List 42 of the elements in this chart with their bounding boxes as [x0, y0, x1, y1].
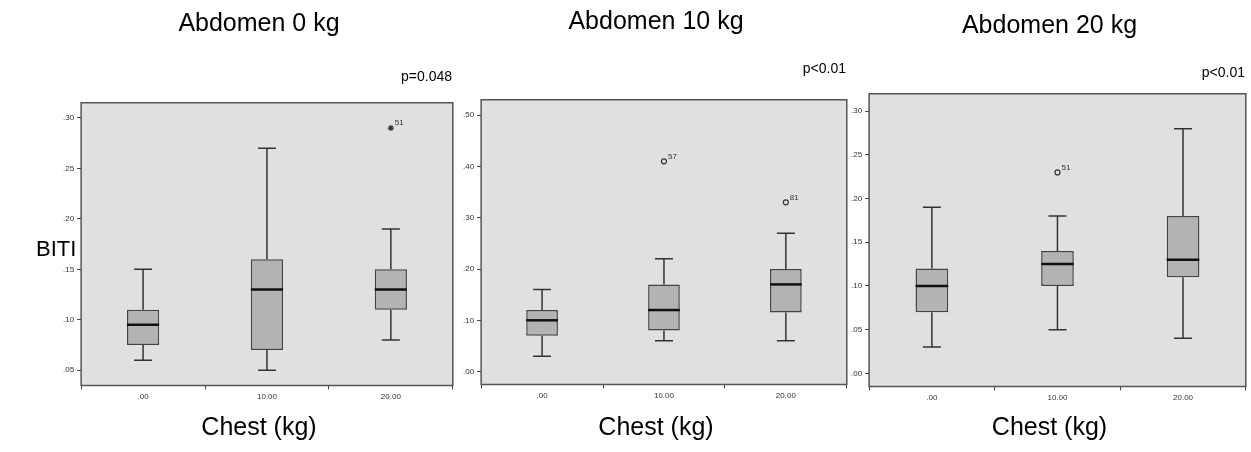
y-tick-label: .30: [463, 212, 475, 222]
y-tick-label: .20: [463, 264, 475, 274]
x-tick-label: 10.00: [256, 392, 278, 402]
x-axis-title: Chest (kg): [597, 412, 715, 441]
x-tick-label: .00: [926, 393, 939, 403]
y-tick-label: .20: [63, 214, 75, 224]
annotation: 51: [394, 118, 405, 128]
x-axis-title: Chest (kg): [990, 412, 1109, 441]
y-tick-label: .30: [851, 106, 863, 116]
y-tick-label: .00: [851, 368, 863, 378]
x-tick-label: 10.00: [1047, 393, 1069, 403]
chart-title: Abdomen 20 kg: [960, 10, 1139, 39]
y-tick-label: .00: [463, 366, 475, 376]
x-axis-title: Chest (kg): [200, 412, 318, 441]
y-tick-label: .30: [63, 113, 75, 123]
y-tick-label: .10: [463, 315, 475, 325]
y-tick-label: .05: [851, 324, 863, 334]
y-tick-label: .15: [851, 237, 863, 247]
y-tick-label: .40: [463, 161, 475, 171]
x-tick-label: .00: [536, 391, 549, 401]
x-tick-label: 20.00: [1173, 393, 1194, 403]
y-tick-label: .50: [463, 110, 475, 120]
y-tick-label: .15: [63, 264, 75, 274]
chart-title: Abdomen 0 kg: [177, 8, 341, 37]
text: p<0.01: [1201, 64, 1245, 80]
x-tick-label: 20.00: [380, 392, 402, 402]
x-tick-label: 20.00: [775, 391, 797, 401]
x-tick-label: 10.00: [653, 391, 675, 401]
y-tick-label: .05: [63, 365, 75, 375]
y-axis-title: BITI: [36, 236, 77, 262]
y-tick-label: .25: [851, 150, 863, 160]
chart-title: Abdomen 10 kg: [567, 6, 745, 35]
y-tick-label: .10: [851, 281, 863, 291]
y-tick-label: .10: [63, 315, 75, 324]
y-tick-label: .25: [63, 163, 75, 173]
y-tick-label: .20: [851, 193, 863, 203]
x-tick-label: .00: [137, 392, 150, 402]
text: p<0.01: [802, 60, 846, 76]
annotation: 51: [1061, 162, 1071, 172]
annotation: 57: [667, 151, 678, 161]
text: p=0.048: [401, 68, 452, 84]
annotation: 81: [789, 192, 800, 202]
